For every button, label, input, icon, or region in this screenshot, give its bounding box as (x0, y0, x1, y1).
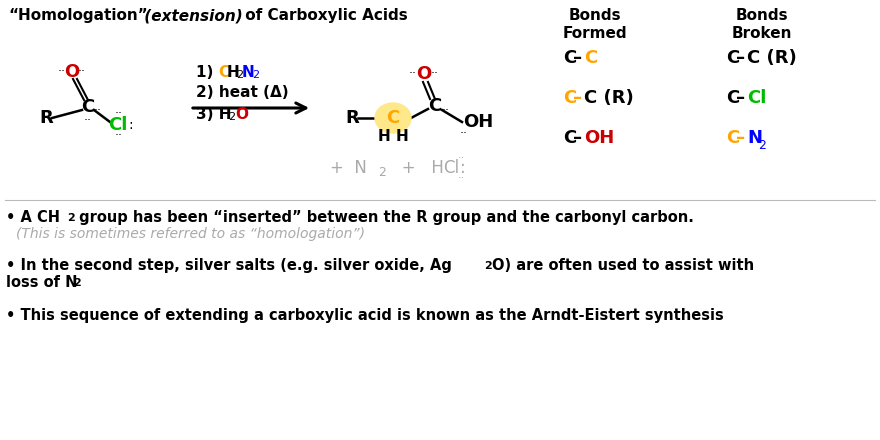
Text: H: H (378, 128, 391, 143)
Text: O) are often used to assist with: O) are often used to assist with (492, 258, 754, 273)
Text: ··: ·· (442, 105, 450, 117)
Text: Bonds
Broken: Bonds Broken (732, 8, 792, 41)
Text: –: – (736, 129, 745, 147)
Text: “Homologation”: “Homologation” (8, 8, 148, 23)
Text: 3) H: 3) H (196, 106, 231, 121)
Text: Cl: Cl (108, 116, 128, 134)
Text: C: C (429, 97, 442, 115)
Text: OH: OH (463, 113, 494, 131)
Text: C (R): C (R) (747, 49, 796, 67)
Text: C: C (726, 89, 739, 107)
Text: –: – (736, 89, 745, 107)
Text: ··: ·· (115, 129, 123, 143)
Text: C: C (563, 89, 576, 107)
Text: C: C (218, 65, 229, 80)
Text: 2: 2 (252, 70, 259, 80)
Text: 2: 2 (758, 139, 766, 151)
Text: N: N (242, 65, 254, 80)
Text: ··: ·· (84, 114, 92, 128)
Text: C (R): C (R) (584, 89, 634, 107)
Text: C: C (386, 109, 400, 127)
Text: ··: ·· (58, 66, 66, 78)
Text: ··: ·· (458, 173, 465, 183)
Text: O: O (235, 106, 248, 121)
Text: • A CH: • A CH (6, 210, 60, 225)
Text: O: O (416, 65, 431, 83)
Text: loss of N: loss of N (6, 275, 77, 290)
Text: ··: ·· (94, 105, 102, 117)
Text: N: N (747, 129, 762, 147)
Text: ··: ·· (115, 107, 123, 121)
Text: C: C (563, 129, 576, 147)
Text: C: C (726, 49, 739, 67)
Text: +   H: + H (386, 159, 444, 177)
Text: ··: ·· (78, 66, 86, 78)
Text: R: R (39, 109, 53, 127)
Text: ··: ·· (458, 153, 465, 163)
Text: ··: ·· (460, 128, 468, 140)
Text: –: – (573, 89, 583, 107)
Text: • This sequence of extending a carboxylic acid is known as the Arndt-Eistert syn: • This sequence of extending a carboxyli… (6, 308, 723, 323)
Text: Cl: Cl (747, 89, 766, 107)
Text: of Carboxylic Acids: of Carboxylic Acids (240, 8, 407, 23)
Text: :: : (460, 159, 466, 177)
Text: group has been “inserted” between the R group and the carbonyl carbon.: group has been “inserted” between the R … (74, 210, 693, 225)
Text: • In the second step, silver salts (e.g. silver oxide, Ag: • In the second step, silver salts (e.g.… (6, 258, 451, 273)
Text: ··: ·· (431, 67, 439, 81)
Text: C: C (81, 98, 95, 116)
Text: (extension): (extension) (136, 8, 243, 23)
Text: O: O (64, 63, 79, 81)
Text: +  N: + N (330, 159, 367, 177)
Text: –: – (573, 129, 583, 147)
Text: 2: 2 (73, 278, 81, 288)
Text: 1): 1) (196, 65, 218, 80)
Text: 2: 2 (67, 213, 75, 223)
Ellipse shape (375, 103, 411, 133)
Text: Bonds
Formed: Bonds Formed (562, 8, 627, 41)
Text: 2: 2 (484, 261, 492, 271)
Text: 2: 2 (228, 112, 235, 122)
Text: (This is sometimes referred to as “homologation”): (This is sometimes referred to as “homol… (16, 227, 365, 241)
Text: 2) heat (Δ): 2) heat (Δ) (196, 84, 289, 99)
Text: –: – (573, 49, 583, 67)
Text: C: C (726, 129, 739, 147)
Text: OH: OH (584, 129, 614, 147)
Text: H: H (396, 128, 408, 143)
Text: R: R (345, 109, 359, 127)
Text: –: – (736, 49, 745, 67)
Text: 2: 2 (236, 70, 243, 80)
Text: C: C (584, 49, 598, 67)
Text: C: C (563, 49, 576, 67)
Text: 2: 2 (378, 165, 385, 179)
Text: ··: ·· (409, 67, 417, 81)
Text: H: H (227, 65, 239, 80)
Text: :: : (128, 118, 133, 132)
Text: Cl: Cl (443, 159, 459, 177)
